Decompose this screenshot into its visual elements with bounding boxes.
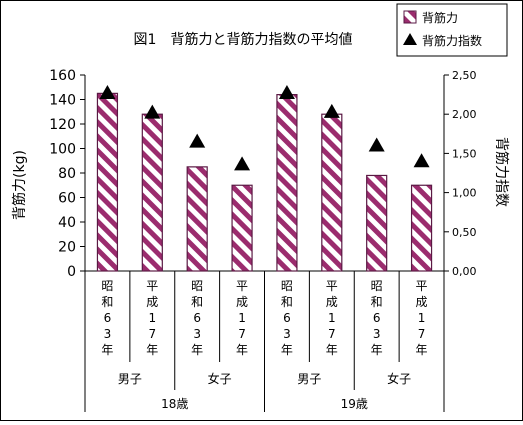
y-tick-label: 100 [49,142,76,158]
legend-label: 背筋力 [422,10,458,25]
index-marker [99,85,116,100]
bars [96,92,433,272]
y2-axis-label: 背筋力指数 [493,137,510,207]
bar [231,184,253,272]
y-tick-label: 80 [58,166,76,182]
index-marker [323,103,340,118]
index-marker [234,156,251,171]
age-group-label: 19歳 [341,397,368,411]
index-marker [189,133,206,148]
x-tick-label: 昭和 6 3 年 [101,279,113,357]
x-tick-label: 昭和 6 3 年 [281,279,293,357]
x-axis-labels: 昭和 6 3 年 平成 1 7 年 昭和 6 3 年 平成 1 7 年 昭和 6 3 年 平成 1 7 年 昭和 6 3 年 平成 1 7 年… [84,271,445,412]
bar [96,92,119,272]
legend-label: 背筋力指数 [422,33,482,48]
group-label: 男子 [297,372,321,386]
index-marker [413,153,430,168]
y-tick-label: 20 [58,240,76,256]
y2-tick-label: 0,50 [452,226,477,239]
age-group-label: 18歳 [161,397,188,411]
bar [186,166,208,272]
bar [276,93,298,272]
bar [366,174,388,272]
y-tick-label: 140 [49,93,76,109]
y-tick-label: 0 [67,264,76,280]
index-marker [368,137,385,152]
index-marker [278,85,295,100]
y-axis-label: 背筋力(kg) [11,150,28,220]
x-tick-label: 平成 1 7 年 [236,279,248,357]
group-label: 女子 [387,371,411,386]
y2-tick-label: 2,00 [452,108,477,121]
x-tick-label: 昭和 6 3 年 [371,279,383,357]
y-tick-label: 160 [49,68,76,84]
bar [321,113,343,272]
x-tick-label: 昭和 6 3 年 [191,279,203,357]
index-marker [144,104,161,119]
y2-tick-label: 1,00 [452,187,477,200]
chart-title: 図1 背筋力と背筋力指数の平均値 [134,31,353,48]
group-label: 女子 [208,371,232,386]
y-tick-label: 40 [58,215,76,231]
x-tick-label: 平成 1 7 年 [326,279,338,357]
y2-tick-label: 1,50 [452,147,477,160]
y2-tick-label: 0,00 [452,265,477,278]
bar [410,184,433,272]
x-tick-label: 平成 1 7 年 [416,279,428,357]
y-tick-label: 60 [58,191,76,207]
legend-swatch-marker [403,33,417,45]
y-tick-label: 120 [49,117,76,133]
markers [99,85,430,171]
x-tick-label: 平成 1 7 年 [146,279,158,357]
bar [141,113,163,272]
legend-swatch-bar [403,10,417,24]
y2-tick-label: 2,50 [452,69,477,82]
group-label: 男子 [118,372,142,386]
